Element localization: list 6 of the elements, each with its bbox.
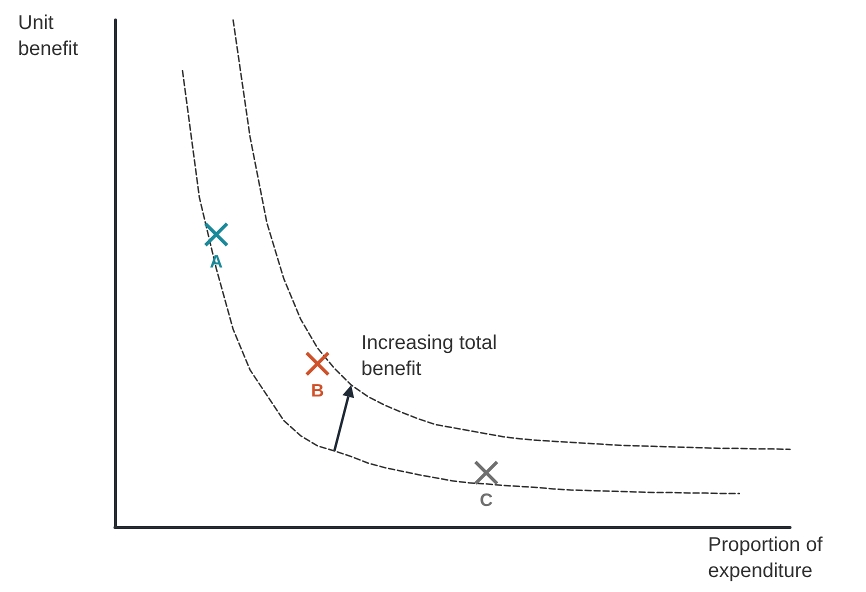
series-label: C: [480, 490, 493, 510]
series-label: A: [210, 251, 223, 272]
annotation: Increasing total benefit: [361, 332, 502, 380]
x-axis-title: Proportion of expenditure: [708, 534, 828, 582]
y-axis-title: Unit benefit: [18, 12, 78, 60]
series-label: B: [311, 380, 324, 401]
